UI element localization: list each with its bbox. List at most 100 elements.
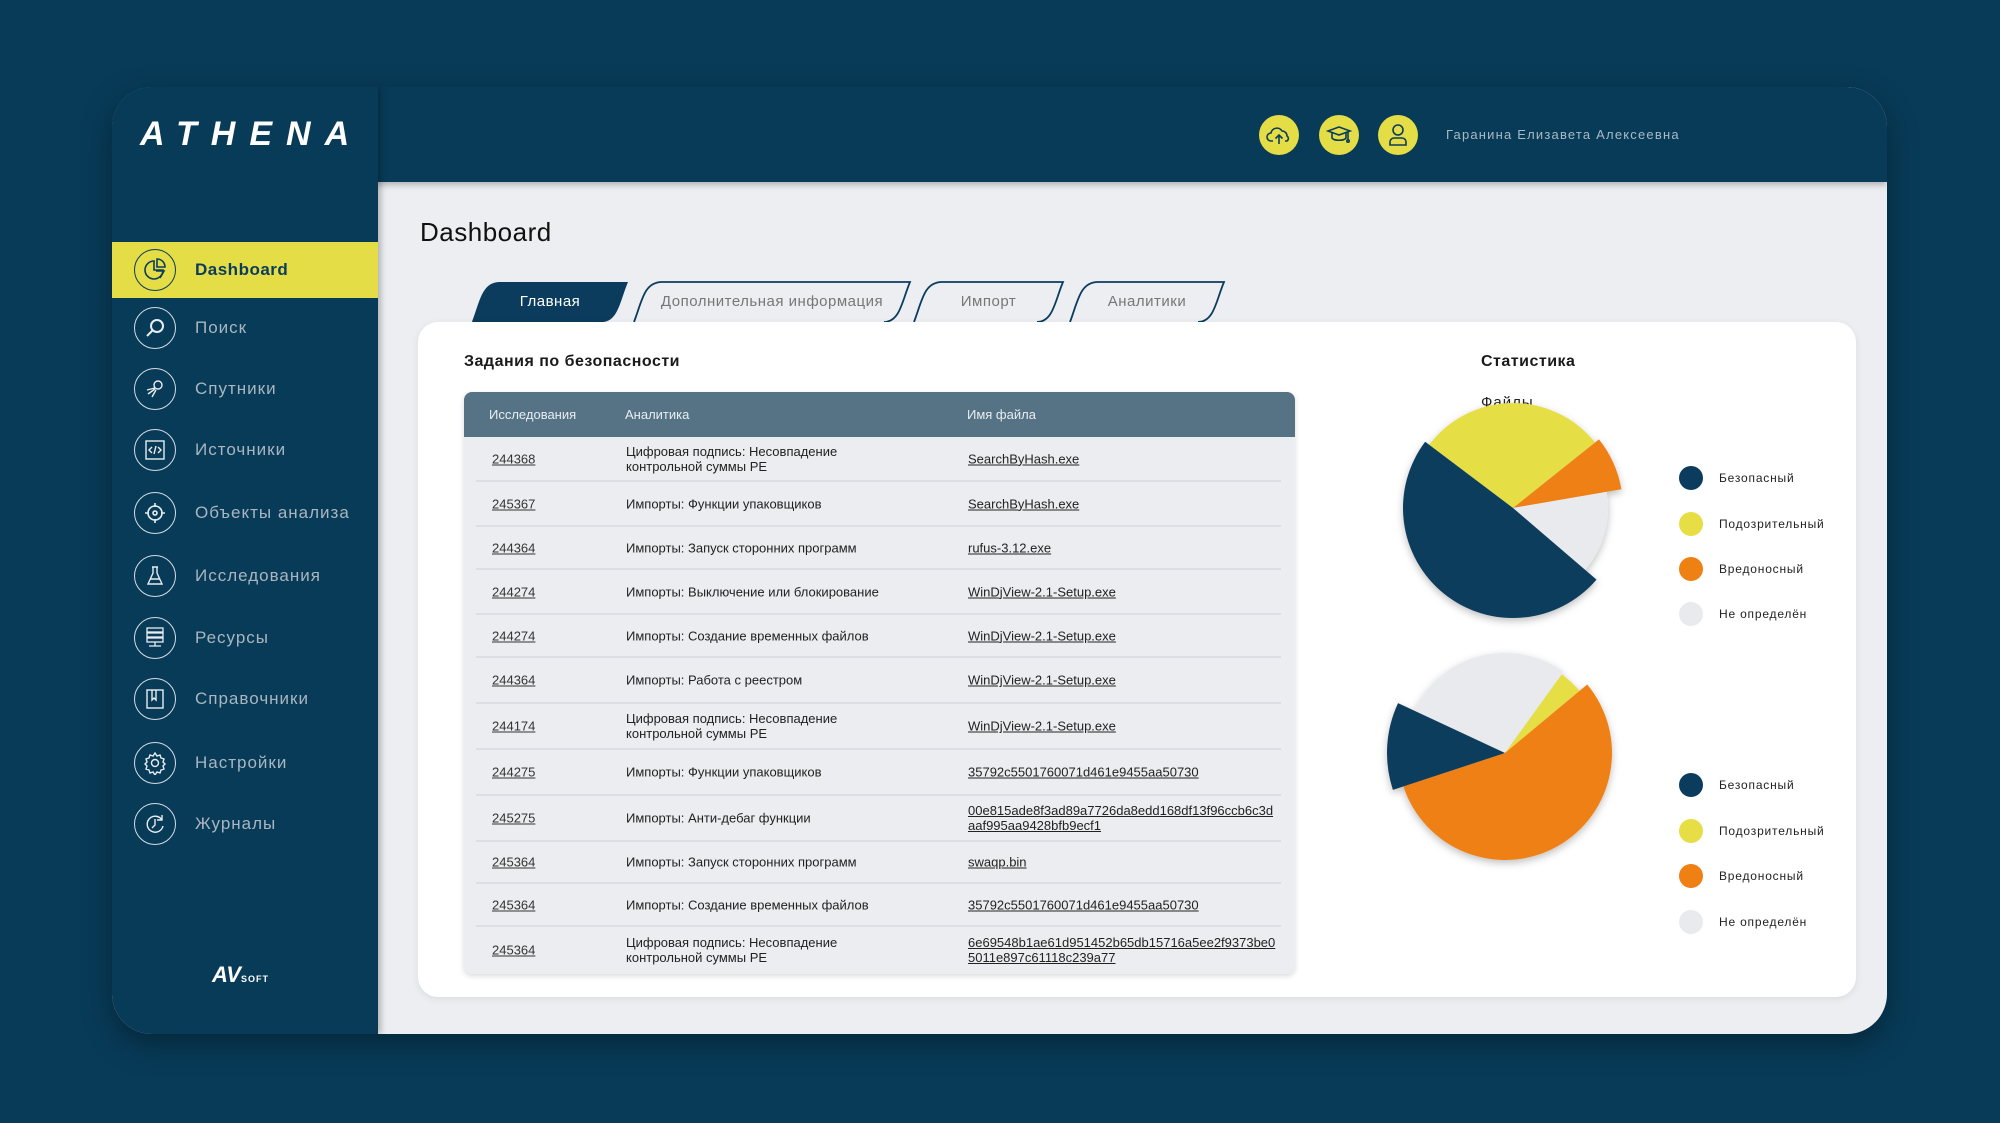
sidebar-item-history[interactable]: Журналы	[112, 796, 378, 852]
files-chart-title: Файлы	[1481, 394, 1534, 411]
analytics-cell: Цифровая подпись: Несовпадение контрольн…	[626, 443, 838, 474]
file-name-link[interactable]: 00e815ade8f3ad89a7726da8edd168df13f96ccb…	[968, 803, 1274, 833]
analytics-cell: Импорты: Функции упаковщиков	[626, 496, 822, 511]
legend-label: Подозрительный	[1719, 517, 1825, 531]
file-name-link[interactable]: SearchByHash.exe	[968, 451, 1080, 466]
research-id-link[interactable]: 244364	[492, 672, 536, 688]
legend-label: Безопасный	[1719, 778, 1795, 792]
legend-swatch	[1679, 466, 1703, 490]
legend-swatch	[1679, 557, 1703, 581]
sidebar-item-label: Журналы	[195, 814, 277, 833]
links-chart-title: Ссылки	[1481, 695, 1540, 712]
analytics-cell: Цифровая подпись: Несовпадение контрольн…	[626, 934, 838, 965]
sidebar-item-code[interactable]: Источники	[112, 422, 378, 478]
file-name-link[interactable]: 35792c5501760071d461e9455aa50730	[968, 764, 1199, 780]
research-id-link[interactable]: 245364	[492, 942, 536, 957]
sidebar-item-label: Ресурсы	[195, 628, 270, 647]
pie-chart-icon	[134, 249, 176, 291]
file-name-link[interactable]: SearchByHash.exe	[968, 496, 1080, 511]
target-icon	[134, 492, 176, 534]
legend-swatch	[1679, 773, 1703, 797]
file-name-link[interactable]: WinDjView-2.1-Setup.exe	[968, 628, 1116, 643]
graduation-cap-icon[interactable]	[1319, 115, 1359, 155]
table-row: 245364 Импорты: Создание временных файлов…	[476, 884, 1281, 927]
analytics-cell: Цифровая подпись: Несовпадение контрольн…	[626, 711, 838, 741]
user-name[interactable]: Гаранина Елизавета Алексеевна	[1446, 127, 1680, 142]
sidebar-item-label: Поиск	[195, 318, 248, 337]
tab-3[interactable]: Аналитики	[1068, 281, 1226, 323]
avsoft-logo: AVSOFT	[212, 962, 269, 987]
research-id-link[interactable]: 245364	[492, 854, 536, 870]
tab-1[interactable]: Дополнительная информация	[632, 281, 912, 323]
book-icon	[134, 678, 176, 720]
file-name-link[interactable]: swaqp.bin	[968, 854, 1027, 870]
legend-swatch	[1679, 512, 1703, 536]
sidebar-item-server[interactable]: Ресурсы	[112, 610, 378, 666]
research-id-link[interactable]: 244274	[492, 628, 536, 643]
top-bar: Гаранина Елизавета Алексеевна	[112, 87, 1887, 182]
table-row: 244364 Импорты: Запуск сторонних программ…	[476, 527, 1281, 570]
tab-0[interactable]: Главная	[470, 281, 630, 322]
file-name-link[interactable]: WinDjView-2.1-Setup.exe	[968, 584, 1116, 599]
sidebar-item-pie-chart[interactable]: Dashboard	[112, 242, 378, 298]
research-id-link[interactable]: 245275	[492, 810, 536, 826]
sidebar-item-label: Источники	[195, 440, 287, 459]
sidebar-item-flask[interactable]: Исследования	[112, 548, 378, 604]
file-name-link[interactable]: WinDjView-2.1-Setup.exe	[968, 672, 1116, 688]
legend-label: Вредоносный	[1719, 562, 1804, 576]
research-id-link[interactable]: 244274	[492, 584, 536, 599]
file-name-link[interactable]: WinDjView-2.1-Setup.exe	[968, 718, 1116, 734]
stats-title: Статистика	[1481, 353, 1576, 370]
legend-swatch	[1679, 819, 1703, 843]
sidebar-item-gear[interactable]: Настройки	[112, 735, 378, 791]
code-icon	[134, 429, 176, 471]
sidebar-item-book[interactable]: Справочники	[112, 671, 378, 727]
satellite-icon	[134, 368, 176, 410]
research-id-link[interactable]: 244364	[492, 540, 536, 555]
flask-icon	[134, 555, 176, 597]
tasks-table: Исследования Аналитика Имя файла 244368 Ц…	[464, 392, 1295, 974]
dashboard-panel: Задания по безопасности Исследования Ана…	[418, 322, 1856, 997]
sidebar-item-label: Справочники	[195, 689, 309, 708]
column-header[interactable]: Аналитика	[625, 407, 690, 422]
user-icon[interactable]	[1378, 115, 1418, 155]
research-id-link[interactable]: 244368	[492, 451, 536, 466]
analytics-cell: Импорты: Работа с реестром	[626, 672, 803, 688]
sidebar-item-target[interactable]: Объекты анализа	[112, 485, 378, 541]
sidebar-item-search[interactable]: Поиск	[112, 300, 378, 356]
file-name-link[interactable]: 35792c5501760071d461e9455aa50730	[968, 897, 1199, 912]
history-icon	[134, 803, 176, 845]
research-id-link[interactable]: 244275	[492, 764, 536, 780]
legend-label: Безопасный	[1719, 471, 1795, 485]
legend-item: Не определён	[1679, 602, 1879, 626]
legend-item: Безопасный	[1679, 773, 1879, 797]
cloud-upload-icon[interactable]	[1259, 115, 1299, 155]
sidebar-item-label: Dashboard	[195, 260, 289, 279]
research-id-link[interactable]: 244174	[492, 718, 536, 734]
file-name-link[interactable]: rufus-3.12.exe	[968, 540, 1052, 555]
sidebar-item-satellite[interactable]: Спутники	[112, 361, 378, 417]
analytics-cell: Импорты: Запуск сторонних программ	[626, 854, 857, 870]
table-header: Исследования Аналитика Имя файла	[464, 392, 1295, 437]
legend-label: Подозрительный	[1719, 824, 1825, 838]
table-row: 244174 Цифровая подпись: Несовпадение кон…	[476, 704, 1281, 750]
gear-icon	[134, 742, 176, 784]
research-id-link[interactable]: 245364	[492, 897, 536, 912]
analytics-cell: Импорты: Создание временных файлов	[626, 628, 869, 643]
sidebar-item-label: Объекты анализа	[195, 503, 350, 522]
search-icon	[134, 307, 176, 349]
table-row: 245367 Импорты: Функции упаковщиков Search…	[476, 482, 1281, 527]
analytics-cell: Импорты: Запуск сторонних программ	[626, 540, 857, 555]
legend-item: Не определён	[1679, 910, 1879, 934]
table-row: 244274 Импорты: Создание временных файлов…	[476, 615, 1281, 658]
column-header[interactable]: Имя файла	[967, 407, 1036, 422]
tasks-title: Задания по безопасности	[464, 353, 681, 370]
sidebar-item-label: Исследования	[195, 566, 321, 585]
file-name-link[interactable]: 6e69548b1ae61d951452b65db15716a5ee2f9373…	[968, 934, 1276, 965]
sidebar-item-label: Настройки	[195, 753, 288, 772]
column-header[interactable]: Исследования	[489, 407, 577, 422]
legend-label: Вредоносный	[1719, 869, 1804, 883]
page-title: Dashboard	[420, 217, 552, 247]
research-id-link[interactable]: 245367	[492, 496, 536, 511]
tab-2[interactable]: Импорт	[912, 281, 1065, 323]
